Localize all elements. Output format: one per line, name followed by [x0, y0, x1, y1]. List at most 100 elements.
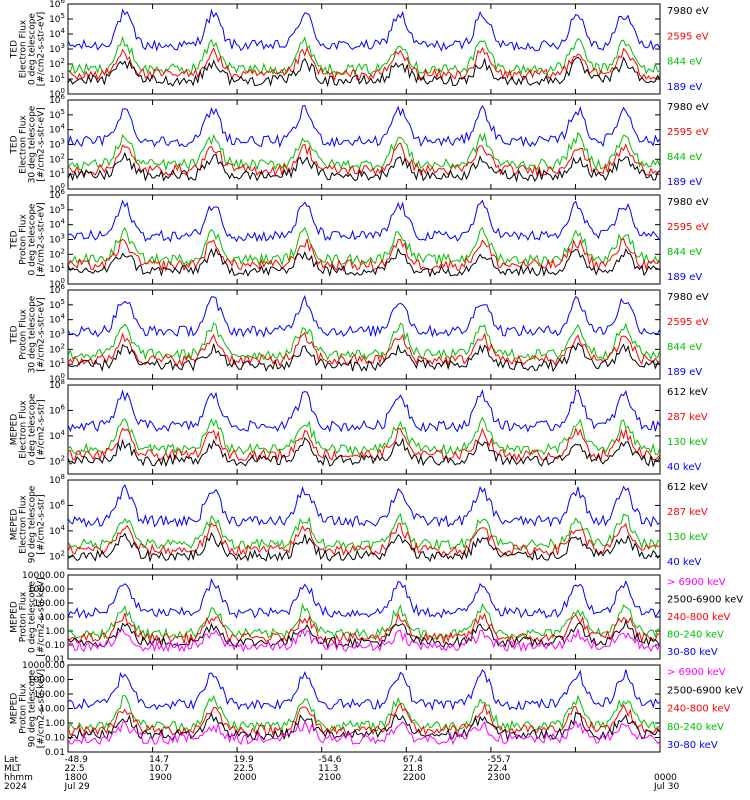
- legend-entry: 2595 eV: [667, 222, 709, 233]
- legend-entry: 30-80 keV: [667, 647, 718, 658]
- x-row-value: 11.3: [318, 764, 338, 774]
- y-tick-label: 104: [49, 524, 65, 537]
- legend-entry: 80-240 keV: [667, 722, 724, 733]
- legend-entry: 287 keV: [667, 507, 708, 518]
- legend-entry: 612 keV: [667, 387, 708, 398]
- y-tick-label: 102: [49, 549, 65, 562]
- series--6900-kev: [68, 627, 660, 653]
- series-2500-6900-kev: [68, 619, 660, 649]
- legend-entry: 844 eV: [667, 342, 702, 353]
- y-tick-label: 101: [49, 262, 65, 275]
- x-row-value: 2000: [234, 773, 257, 783]
- x-row-label: 2024: [4, 782, 27, 792]
- y-tick-label: 103: [49, 42, 65, 55]
- y-tick-label: 101: [49, 357, 65, 370]
- panel-frame: [67, 384, 661, 475]
- legend-entry: 844 eV: [667, 247, 702, 258]
- y-tick-label: 100: [49, 87, 65, 100]
- y-tick-label: 105: [49, 12, 65, 25]
- legend-entry: 240-800 keV: [667, 612, 731, 623]
- y-tick-label: 102: [49, 247, 65, 260]
- y-tick-label: 10000.00: [22, 571, 65, 581]
- y-tick-label: 100: [49, 372, 65, 385]
- y-tick-label: 102: [49, 454, 65, 467]
- legend-entry: 189 eV: [667, 82, 702, 93]
- y-tick-label: 103: [49, 233, 65, 246]
- legend-entry: 2595 eV: [667, 31, 709, 42]
- y-tick-label: 1.00: [45, 719, 65, 729]
- y-tick-label: 0.10: [45, 641, 65, 651]
- series-80-240-kev: [68, 694, 660, 733]
- series-240-800-kev: [68, 612, 660, 645]
- x-row-value: -54.6: [318, 755, 342, 765]
- series-7980-ev: [68, 151, 660, 183]
- series-189-ev: [68, 294, 660, 339]
- x-row-value: 2100: [318, 773, 341, 783]
- series-2595-ev: [68, 46, 660, 82]
- x-row-value: 14.7: [149, 755, 169, 765]
- x-row-value: -48.9: [65, 755, 89, 765]
- y-tick-label: 1000.00: [28, 585, 65, 595]
- plot-area: [68, 199, 660, 278]
- plot-area: [68, 104, 660, 183]
- x-row-value: 22.5: [65, 764, 85, 774]
- y-tick-label: 10000.00: [22, 661, 65, 671]
- series-7980-ev: [68, 247, 660, 278]
- plot-area: [68, 388, 660, 468]
- panel-8: 0.01 0.10 1.00 10.00 100.00 1000.00 10000.00ME…: [10, 661, 744, 758]
- x-row-value: 19.9: [234, 755, 254, 765]
- x-row-value: 1800: [65, 773, 88, 783]
- series-612-kev: [68, 437, 660, 468]
- y-tick-label: 10.00: [39, 613, 65, 623]
- x-row-value: 10.7: [149, 764, 169, 774]
- y-tick-label: 106: [49, 498, 65, 511]
- legend-entry: 80-240 keV: [667, 630, 724, 641]
- series-189-ev: [68, 199, 660, 243]
- y-tick-label: 104: [49, 27, 65, 40]
- legend-entry: 189 eV: [667, 177, 702, 188]
- series-40-kev: [68, 484, 660, 529]
- legend-entry: 7980 eV: [667, 102, 709, 113]
- y-tick-label: 104: [49, 429, 65, 442]
- series-189-ev: [68, 8, 660, 52]
- y-axis-label: TEDProton Flux30 deg telescope[#/cm2-s-s…: [10, 295, 47, 373]
- series-7980-ev: [68, 342, 660, 373]
- panel-7: 0.01 0.10 1.00 10.00 100.00 1000.00 10000.00ME…: [10, 571, 744, 665]
- y-tick-label: 100.00: [34, 599, 66, 609]
- panel-frame: [67, 479, 661, 570]
- y-tick-label: 10.00: [39, 705, 65, 715]
- series-612-kev: [68, 531, 660, 563]
- y-tick-label: 108: [49, 378, 65, 391]
- y-tick-label: 0.01: [45, 748, 65, 758]
- series-287-kev: [68, 522, 660, 557]
- y-tick-label: 0.10: [45, 734, 65, 744]
- series-189-ev: [68, 104, 660, 149]
- legend-entry: 2500-6900 keV: [667, 685, 743, 696]
- y-axis-label: MEPEDProton Flux90 deg telescope[#/cm2-s…: [10, 669, 47, 748]
- y-axis-label: TEDElectron Flux0 deg telescope[#/cm2-s-…: [10, 12, 47, 87]
- y-tick-label: 106: [49, 283, 65, 296]
- series-30-80-kev: [68, 577, 660, 620]
- plot-area: [68, 669, 660, 746]
- legend-entry: 189 eV: [667, 367, 702, 378]
- y-tick-label: 102: [49, 342, 65, 355]
- legend-entry: 40 keV: [667, 462, 701, 473]
- legend-entry: 130 keV: [667, 437, 708, 448]
- y-tick-label: 1000.00: [28, 676, 65, 686]
- series-844-ev: [68, 35, 660, 76]
- series-287-kev: [68, 427, 660, 463]
- y-tick-label: 108: [49, 473, 65, 486]
- y-tick-label: 100.00: [34, 690, 66, 700]
- legend-entry: 189 eV: [667, 272, 702, 283]
- y-tick-label: 106: [49, 188, 65, 201]
- x-row-value: 22.4: [487, 764, 507, 774]
- series-40-kev: [68, 388, 660, 433]
- plot-area: [68, 294, 660, 373]
- x-row-value: 0000: [654, 773, 677, 783]
- y-axis-label: MEPEDElectron Flux90 deg telescope[#/cm2…: [10, 485, 47, 563]
- legend-entry: 844 eV: [667, 152, 702, 163]
- y-axis-label: TEDElectron Flux30 deg telescope[#/cm2-s…: [10, 105, 47, 183]
- x-row-label: Lat: [4, 755, 19, 765]
